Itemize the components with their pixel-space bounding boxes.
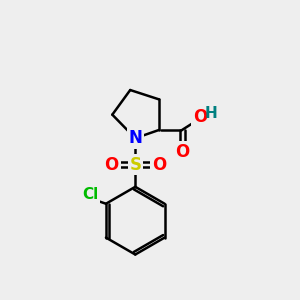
Text: O: O [152,156,166,174]
Text: O: O [175,143,189,161]
Text: N: N [128,129,142,147]
Text: H: H [204,106,217,121]
Text: O: O [193,108,207,126]
Text: Cl: Cl [82,187,99,202]
Text: S: S [129,156,141,174]
Text: O: O [105,156,119,174]
